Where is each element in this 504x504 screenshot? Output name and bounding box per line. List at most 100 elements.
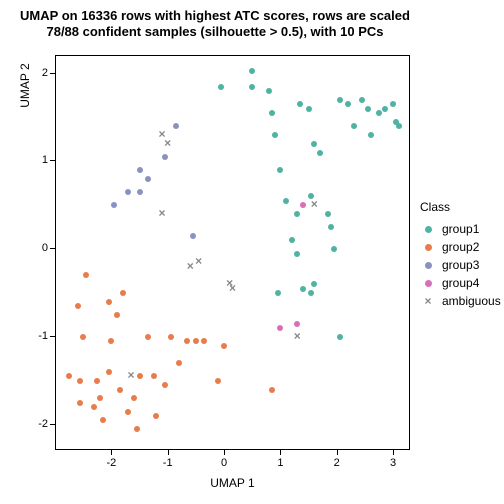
x-tick-label: 2 — [334, 457, 340, 469]
data-point — [193, 331, 199, 349]
data-point — [80, 327, 86, 345]
data-point — [297, 94, 303, 112]
data-point — [300, 195, 306, 213]
data-point — [106, 292, 112, 310]
data-point: × — [164, 134, 171, 152]
data-point — [173, 116, 179, 134]
data-point — [294, 244, 300, 262]
data-point: × — [311, 195, 318, 213]
y-tick-mark — [50, 248, 55, 249]
data-point — [396, 116, 402, 134]
y-tick-label: -1 — [30, 330, 48, 342]
x-tick-mark — [111, 450, 112, 455]
dot-icon — [420, 280, 436, 287]
data-point — [269, 380, 275, 398]
x-tick-label: 0 — [221, 457, 227, 469]
data-point — [337, 90, 343, 108]
data-point — [125, 182, 131, 200]
data-point — [77, 371, 83, 389]
data-point — [75, 296, 81, 314]
y-tick-label: 0 — [30, 242, 48, 254]
data-point — [368, 125, 374, 143]
y-tick-label: 2 — [30, 67, 48, 79]
data-point — [328, 217, 334, 235]
legend-item: group1 — [420, 220, 501, 238]
data-point — [145, 169, 151, 187]
legend-label: ambiguous — [442, 294, 501, 308]
dot-icon — [420, 262, 436, 269]
x-tick-label: 3 — [390, 457, 396, 469]
x-tick-mark — [393, 450, 394, 455]
data-point — [275, 283, 281, 301]
data-point — [83, 265, 89, 283]
data-point: × — [159, 204, 166, 222]
data-point — [153, 406, 159, 424]
data-point — [311, 274, 317, 292]
data-point — [390, 94, 396, 112]
data-point — [351, 116, 357, 134]
dot-icon — [420, 244, 436, 251]
data-point — [317, 143, 323, 161]
y-tick-label: 1 — [30, 154, 48, 166]
data-point — [277, 160, 283, 178]
dot-icon — [420, 226, 436, 233]
legend-label: group4 — [442, 276, 479, 290]
data-point — [137, 366, 143, 384]
legend-label: group1 — [442, 222, 479, 236]
data-point — [190, 226, 196, 244]
data-point — [97, 388, 103, 406]
data-point — [266, 81, 272, 99]
data-point: × — [229, 279, 236, 297]
title-line-1: UMAP on 16336 rows with highest ATC scor… — [0, 8, 430, 24]
data-point — [300, 279, 306, 297]
data-point — [176, 353, 182, 371]
x-tick-mark — [337, 450, 338, 455]
legend-label: group2 — [442, 240, 479, 254]
data-point: × — [187, 257, 194, 275]
x-axis-label: UMAP 1 — [55, 476, 410, 490]
data-point — [137, 160, 143, 178]
data-point — [331, 239, 337, 257]
data-point: × — [294, 327, 301, 345]
legend-item: group3 — [420, 256, 501, 274]
legend-label: group3 — [442, 258, 479, 272]
data-point — [272, 125, 278, 143]
data-point — [94, 371, 100, 389]
data-point — [201, 331, 207, 349]
x-tick-mark — [168, 450, 169, 455]
x-tick-label: 1 — [277, 457, 283, 469]
data-point — [221, 336, 227, 354]
data-point: × — [195, 252, 202, 270]
data-point — [162, 375, 168, 393]
data-point — [114, 305, 120, 323]
data-point — [108, 331, 114, 349]
y-tick-mark — [50, 424, 55, 425]
legend-title: Class — [420, 200, 501, 214]
y-tick-label: -2 — [30, 418, 48, 430]
plot-area — [55, 55, 410, 450]
y-tick-mark — [50, 73, 55, 74]
data-point — [106, 362, 112, 380]
x-tick-label: -1 — [163, 457, 173, 469]
data-point — [306, 99, 312, 117]
data-point — [111, 195, 117, 213]
chart-title: UMAP on 16336 rows with highest ATC scor… — [0, 8, 430, 41]
y-tick-mark — [50, 336, 55, 337]
data-point — [184, 331, 190, 349]
data-point: × — [128, 366, 135, 384]
legend: Class group1 group2 group3 group4 × ambiguous — [420, 200, 501, 310]
data-point — [218, 77, 224, 95]
data-point — [131, 388, 137, 406]
data-point — [120, 283, 126, 301]
x-mark-icon: × — [420, 295, 436, 307]
data-point — [117, 380, 123, 398]
data-point — [145, 327, 151, 345]
data-point — [382, 99, 388, 117]
data-point — [134, 419, 140, 437]
legend-item: × ambiguous — [420, 292, 501, 310]
data-point — [249, 77, 255, 95]
chart-container: UMAP on 16336 rows with highest ATC scor… — [0, 0, 504, 504]
title-line-2: 78/88 confident samples (silhouette > 0.… — [0, 24, 430, 40]
data-point — [365, 99, 371, 117]
data-point — [151, 366, 157, 384]
